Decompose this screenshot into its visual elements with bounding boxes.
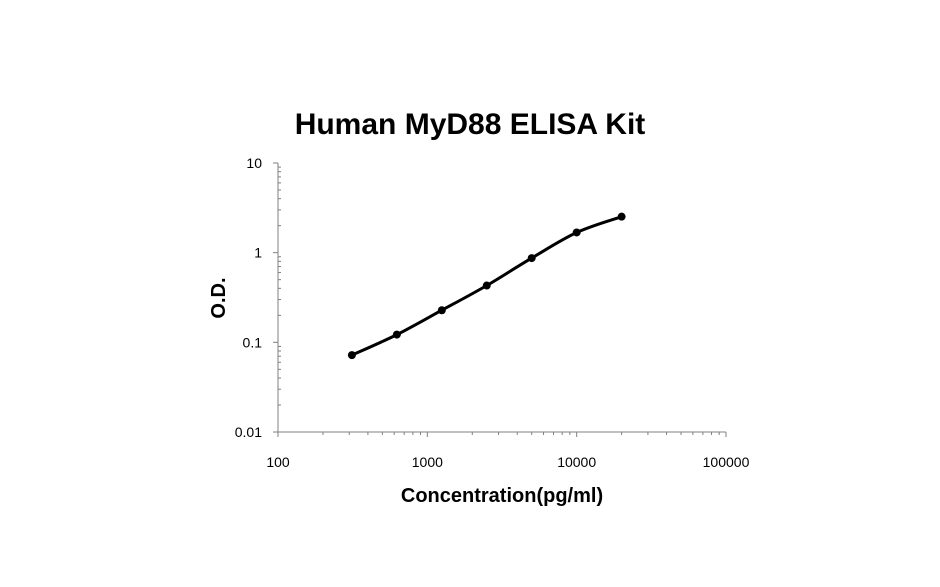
x-tick-label: 10000 bbox=[557, 454, 596, 470]
y-axis-title: O.D. bbox=[208, 277, 230, 318]
y-tick-label: 10 bbox=[246, 155, 262, 171]
x-tick-label: 100 bbox=[266, 454, 290, 470]
y-tick-label: 0.01 bbox=[235, 424, 262, 440]
y-tick-label: 0.1 bbox=[243, 334, 263, 350]
y-tick-label: 1 bbox=[254, 245, 262, 261]
ticks: 100 1000 10000 100000 0.01 0.1 1 10 bbox=[235, 155, 750, 470]
data-point bbox=[347, 351, 356, 360]
x-axis-title: Concentration(pg/ml) bbox=[401, 485, 603, 507]
data-point bbox=[572, 228, 581, 237]
data-point bbox=[617, 212, 626, 221]
series-layer bbox=[347, 212, 626, 360]
data-point bbox=[392, 330, 401, 339]
x-tick-label: 1000 bbox=[412, 454, 443, 470]
chart-title: Human MyD88 ELISA Kit bbox=[294, 108, 646, 141]
data-point bbox=[527, 254, 536, 263]
axes bbox=[277, 163, 726, 433]
x-tick-label: 100000 bbox=[703, 454, 750, 470]
data-point bbox=[437, 306, 446, 315]
data-point bbox=[482, 281, 491, 290]
